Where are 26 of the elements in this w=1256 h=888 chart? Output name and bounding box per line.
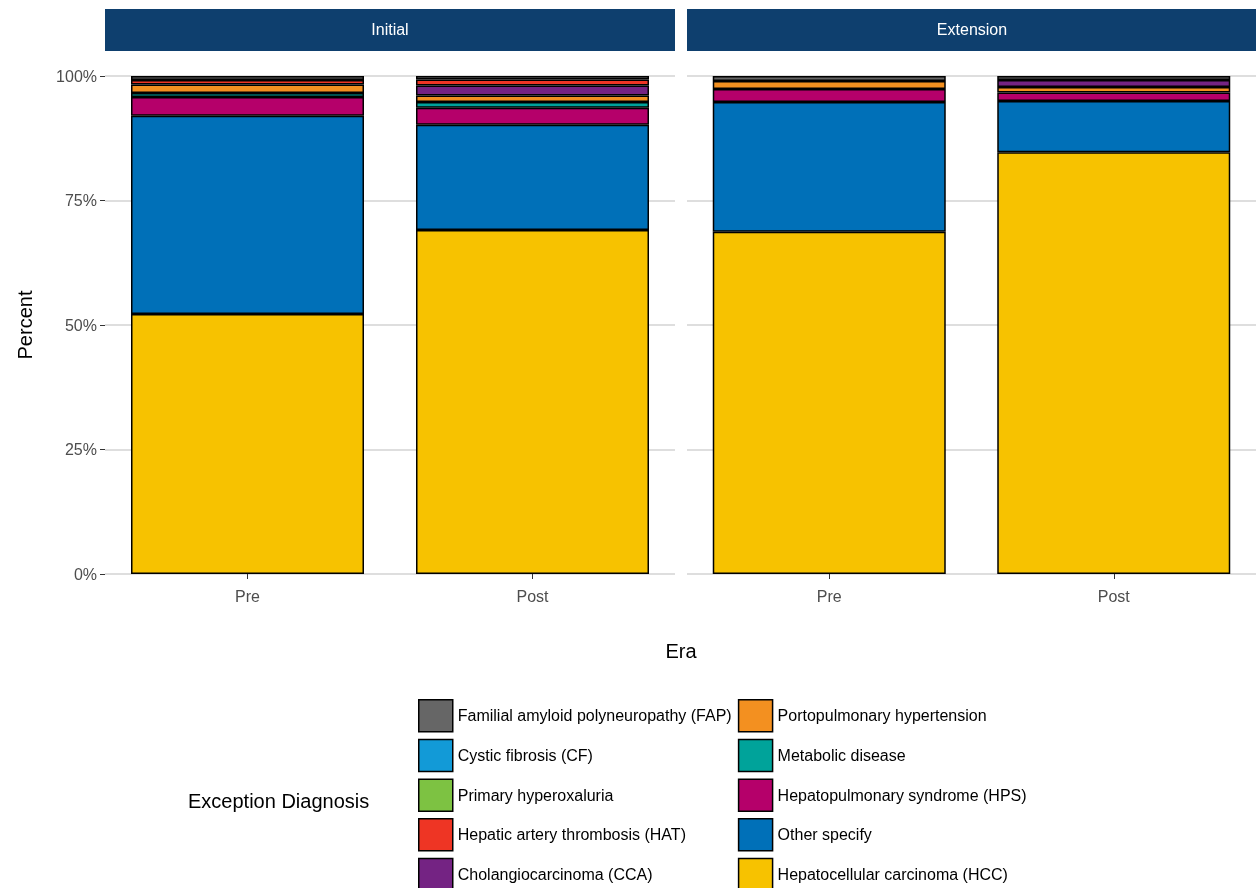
y-tick-label: 75% [64, 192, 97, 209]
legend-label: Hepatocellular carcinoma (HCC) [777, 866, 1008, 884]
bar [131, 84, 364, 93]
legend-label: Cholangiocarcinoma (CCA) [457, 866, 653, 884]
legend-label: Metabolic disease [777, 746, 906, 764]
chart-title: Initial [105, 9, 675, 51]
x-tick-label: Post [516, 587, 550, 605]
x-tick-label: Post [1097, 587, 1131, 605]
chart-title: Extension [687, 9, 1256, 51]
legend-label: Hepatic artery thrombosis (HAT) [457, 826, 686, 844]
legend-label: Portopulmonary hypertension [777, 707, 987, 725]
legend-label: Familial amyloid polyneuropathy (FAP) [457, 707, 732, 725]
legend-title: Exception Diagnosis [188, 790, 370, 812]
y-tick-label: 50% [64, 316, 97, 334]
legend-label: Hepatopulmonary syndrome (HPS) [777, 786, 1027, 804]
legend-label: Other specify [777, 826, 872, 844]
y-tick-label: 0% [73, 565, 97, 583]
bar [131, 76, 364, 80]
legend-label: Cystic fibrosis (CF) [457, 746, 593, 764]
x-tick-label: Pre [235, 587, 261, 605]
x-axis-title: Era [664, 640, 698, 663]
y-tick-label: 25% [64, 441, 97, 458]
y-tick-label: 100% [56, 67, 97, 85]
x-tick-label: Pre [816, 587, 842, 605]
y-axis-title: Percent [14, 290, 36, 360]
legend-label: Primary hyperoxaluria [457, 786, 614, 804]
